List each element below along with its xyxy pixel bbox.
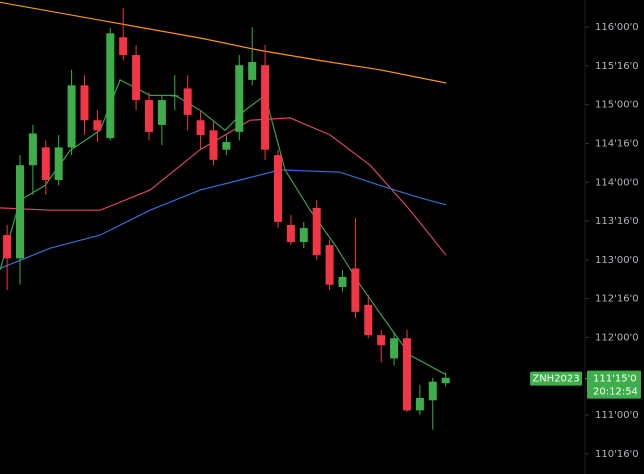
countdown-label: 20:12:54 bbox=[593, 387, 638, 398]
symbol-label: ZNH2023 bbox=[532, 374, 579, 385]
candle-body bbox=[441, 377, 450, 384]
candle-body bbox=[67, 85, 76, 148]
y-tick-label: 113'16'0 bbox=[595, 216, 639, 227]
candle-body bbox=[93, 120, 102, 131]
candle-body bbox=[196, 120, 205, 135]
candle-body bbox=[325, 245, 334, 285]
candle-body bbox=[299, 228, 308, 243]
candle-body bbox=[286, 224, 295, 243]
candle-body bbox=[261, 65, 270, 150]
y-tick-label: 115'00'0 bbox=[595, 100, 639, 111]
y-tick-label: 110'16'0 bbox=[595, 449, 639, 460]
candle-body bbox=[364, 304, 373, 336]
candle-body bbox=[183, 88, 192, 115]
candle-body bbox=[377, 335, 386, 346]
y-tick-label: 112'16'0 bbox=[595, 294, 639, 305]
candle-body bbox=[28, 133, 37, 166]
symbol-badge bbox=[530, 371, 582, 386]
candle-body bbox=[170, 95, 179, 97]
candle-body bbox=[106, 33, 115, 139]
candle-body bbox=[338, 276, 347, 288]
candle-body bbox=[248, 62, 257, 80]
y-tick-label: 115'16'0 bbox=[595, 61, 639, 72]
y-tick-label: 114'00'0 bbox=[595, 177, 639, 188]
moving-average-line bbox=[0, 169, 447, 269]
candle-body bbox=[15, 165, 24, 259]
moving-average-line bbox=[0, 117, 447, 256]
candle-body bbox=[209, 130, 218, 160]
price-badge bbox=[587, 370, 641, 399]
y-tick-label: 113'00'0 bbox=[595, 255, 639, 266]
candle-body bbox=[402, 338, 411, 411]
candle-body bbox=[273, 155, 282, 222]
y-tick-label: 116'00'0 bbox=[595, 22, 639, 33]
moving-average-line bbox=[0, 79, 447, 376]
last-price-label: 111'15'0 bbox=[593, 374, 637, 385]
y-tick-label: 112'00'0 bbox=[595, 332, 639, 343]
candle-body bbox=[157, 100, 166, 125]
candle-body bbox=[144, 100, 153, 132]
candle-body bbox=[235, 65, 244, 132]
candle-body bbox=[428, 381, 437, 401]
candle-body bbox=[351, 268, 360, 312]
candle-body bbox=[54, 147, 63, 180]
candle-body bbox=[312, 207, 321, 256]
candle-body bbox=[119, 37, 128, 56]
candle-body bbox=[132, 55, 141, 101]
candle-body bbox=[390, 338, 399, 359]
moving-average-line bbox=[0, 1, 447, 84]
candle-body bbox=[41, 147, 50, 180]
y-tick-label: 114'16'0 bbox=[595, 139, 639, 150]
candle-body bbox=[415, 397, 424, 411]
y-tick-label: 111'00'0 bbox=[595, 410, 639, 421]
candle-body bbox=[80, 85, 89, 121]
candle-body bbox=[222, 141, 231, 150]
candle-body bbox=[3, 235, 12, 259]
